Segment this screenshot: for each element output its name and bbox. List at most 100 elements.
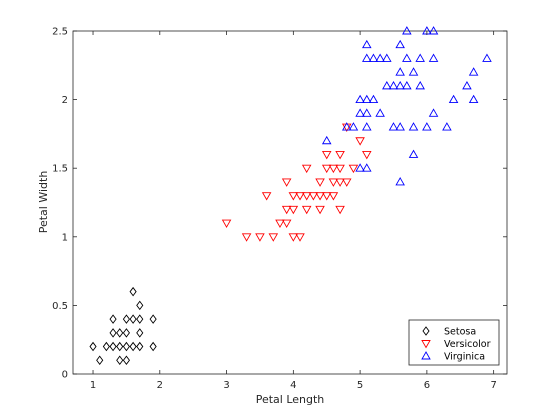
data-point xyxy=(395,122,405,131)
data-point xyxy=(122,355,130,366)
data-point xyxy=(341,122,352,131)
x-tick-label: 5 xyxy=(357,380,363,391)
data-point xyxy=(149,341,157,352)
series-versicolor xyxy=(221,123,372,242)
data-point xyxy=(122,328,130,338)
data-point xyxy=(428,53,439,62)
y-tick-label: 1 xyxy=(62,232,68,243)
y-tick-label: 1.5 xyxy=(52,164,68,175)
x-tick-label: 2 xyxy=(157,380,163,391)
data-point xyxy=(281,178,292,187)
data-point xyxy=(315,205,325,215)
data-point xyxy=(261,192,272,201)
data-point xyxy=(422,122,432,131)
data-point xyxy=(348,122,359,131)
y-axis: 0 0.5 1 1.5 2 2.5 xyxy=(52,27,507,381)
data-point xyxy=(109,328,117,338)
data-point xyxy=(109,341,117,352)
legend-marker xyxy=(421,351,431,360)
data-point xyxy=(375,53,385,62)
data-point xyxy=(315,178,325,187)
data-point xyxy=(129,286,137,297)
data-point xyxy=(341,178,352,187)
data-point xyxy=(408,122,419,131)
data-point xyxy=(275,219,285,228)
data-point xyxy=(116,328,124,338)
data-point xyxy=(375,108,385,117)
x-tick-label: 4 xyxy=(290,380,296,391)
data-point xyxy=(395,80,405,90)
x-tick-label: 7 xyxy=(490,380,496,391)
data-point xyxy=(428,108,439,117)
data-point xyxy=(301,192,312,201)
data-point xyxy=(402,26,412,35)
data-point xyxy=(368,53,379,62)
data-point xyxy=(362,151,372,160)
data-point xyxy=(149,314,157,324)
data-point xyxy=(355,163,365,172)
data-point xyxy=(448,94,459,104)
plot-frame xyxy=(72,30,508,375)
x-axis-label: Petal Length xyxy=(256,393,325,406)
data-point xyxy=(136,328,144,338)
data-point xyxy=(109,314,117,324)
data-point xyxy=(301,164,312,174)
y-tick-label: 2 xyxy=(62,95,68,106)
data-point xyxy=(362,94,372,104)
x-tick-label: 1 xyxy=(90,380,96,391)
data-point xyxy=(328,164,339,174)
data-point xyxy=(321,151,332,160)
data-point xyxy=(136,341,144,352)
data-point xyxy=(368,94,379,104)
data-point xyxy=(281,205,292,215)
data-point xyxy=(315,192,325,201)
data-point xyxy=(122,314,130,324)
legend-box xyxy=(408,319,500,366)
data-point xyxy=(442,122,452,131)
data-point xyxy=(295,192,305,201)
data-point xyxy=(362,163,372,172)
legend-label: Virginica xyxy=(444,352,485,363)
data-point xyxy=(122,341,130,352)
data-point xyxy=(395,67,405,76)
points-layer xyxy=(89,26,492,366)
series-setosa xyxy=(89,286,157,366)
data-point xyxy=(408,149,419,158)
y-tick-label: 2.5 xyxy=(52,27,68,38)
data-point xyxy=(362,122,372,131)
data-point xyxy=(355,108,365,117)
data-point xyxy=(288,233,299,242)
x-tick-label: 6 xyxy=(424,380,430,391)
x-axis: 1 2 3 4 5 6 7 xyxy=(90,31,497,391)
data-point xyxy=(335,151,345,160)
legend-entry-virginica: Virginica xyxy=(421,351,485,363)
data-point xyxy=(129,341,137,352)
series-virginica xyxy=(321,26,492,186)
data-point xyxy=(382,53,392,62)
data-point xyxy=(221,219,232,228)
data-point xyxy=(382,80,392,90)
data-point xyxy=(268,233,279,242)
data-point xyxy=(241,233,252,242)
data-point xyxy=(395,39,405,49)
data-point xyxy=(295,233,305,242)
legend-marker xyxy=(421,340,431,349)
y-tick-label: 0.5 xyxy=(52,301,68,312)
data-point xyxy=(408,67,419,76)
data-point xyxy=(335,178,345,187)
legend-label: Setosa xyxy=(444,327,476,338)
data-point xyxy=(462,80,472,90)
data-point xyxy=(362,53,372,62)
data-point xyxy=(362,39,372,49)
data-point xyxy=(395,177,405,186)
data-point xyxy=(362,108,372,117)
data-point xyxy=(129,314,137,324)
data-point xyxy=(102,341,110,352)
y-axis-label: Petal Width xyxy=(37,171,50,234)
data-point xyxy=(89,341,97,352)
data-point xyxy=(428,26,439,35)
data-point xyxy=(116,341,124,352)
